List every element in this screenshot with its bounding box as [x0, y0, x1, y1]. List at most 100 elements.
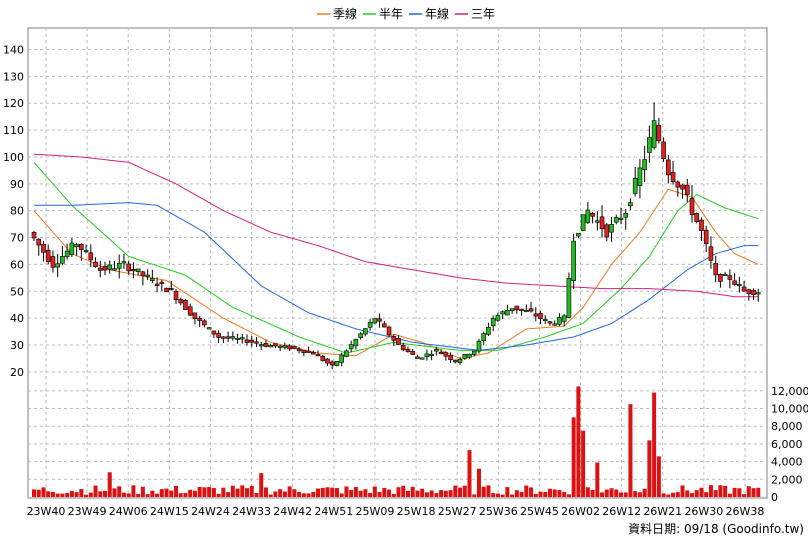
candle-body: [732, 280, 737, 285]
volume-bar: [727, 493, 732, 497]
volume-bar: [372, 486, 377, 497]
candle-body: [310, 352, 316, 355]
volume-bar: [88, 492, 93, 497]
candle-body: [675, 181, 681, 188]
volume-tick-label: 2,000: [771, 473, 803, 486]
volume-bar: [524, 485, 529, 497]
volume-bar: [126, 493, 131, 497]
candle-body: [315, 354, 321, 357]
volume-bar: [481, 486, 486, 497]
volume-bar: [55, 493, 60, 497]
plot-frame: [27, 27, 768, 499]
candle-body: [74, 244, 79, 248]
volume-bar: [188, 489, 193, 497]
volume-bar: [689, 493, 694, 497]
candle-body: [107, 264, 113, 270]
volume-bar: [316, 488, 321, 497]
volume-bar: [353, 487, 358, 497]
volume-bar: [756, 487, 761, 497]
volume-bar: [543, 491, 548, 497]
candle-body: [36, 238, 42, 246]
volume-bar: [713, 490, 718, 497]
volume-bar: [614, 489, 619, 497]
candle-body: [656, 124, 662, 142]
candle-body: [737, 284, 742, 287]
volume-bar: [723, 485, 728, 497]
volume-bar: [547, 488, 552, 497]
legend-label-year: 年線: [425, 6, 449, 21]
volume-bar: [562, 492, 567, 497]
candle-body: [273, 343, 278, 347]
volume-bar: [476, 468, 481, 497]
volume-bar: [98, 491, 103, 497]
candle-body: [64, 250, 70, 257]
x-tick-label: 25W18: [397, 505, 436, 518]
candle-body: [192, 312, 198, 319]
volume-bar: [197, 486, 202, 497]
candle-body: [50, 256, 56, 268]
candle-body: [462, 353, 468, 359]
candle-body: [320, 356, 326, 361]
volume-bar: [226, 492, 231, 497]
legend-label-3year: 三年: [471, 7, 495, 21]
volume-bar: [585, 487, 590, 497]
volume-bar: [358, 490, 363, 497]
candle-body: [254, 341, 259, 344]
volume-bar: [671, 492, 676, 497]
candle-body: [448, 355, 453, 360]
ma-line-季線: [33, 188, 759, 359]
volume-bar: [136, 493, 141, 497]
volume-bar: [164, 488, 169, 497]
candle-body: [344, 350, 349, 357]
volume-bar: [263, 487, 268, 497]
candle-body: [97, 267, 103, 271]
volume-bar: [117, 486, 122, 497]
volume-bar: [533, 493, 538, 497]
candle-body: [718, 274, 723, 282]
candle-body: [637, 167, 643, 186]
candle-body: [547, 321, 553, 324]
ma-line-三年: [33, 153, 759, 298]
x-tick-label: 25W27: [438, 505, 477, 518]
volume-bar: [60, 493, 65, 497]
volume-bar: [339, 493, 344, 497]
volume-bar: [230, 485, 235, 497]
volume-bar: [666, 494, 671, 497]
candle-body: [538, 313, 543, 319]
volume-bar: [656, 456, 661, 497]
volume-bar: [240, 485, 245, 497]
x-tick-label: 25W45: [520, 505, 559, 518]
candle-body: [79, 243, 84, 250]
volume-tick-label: 6,000: [771, 438, 803, 451]
candle-body: [585, 209, 591, 223]
volume-bar: [311, 491, 316, 497]
price-tick-label: 140: [3, 43, 24, 56]
candle-body: [699, 219, 704, 231]
candle-body: [178, 299, 184, 304]
x-tick-label: 24W51: [314, 505, 353, 518]
volume-bar: [268, 494, 273, 497]
ma-line-半年: [33, 161, 759, 354]
volume-bar: [401, 485, 406, 497]
candle-body: [325, 358, 330, 364]
candle-body: [424, 353, 430, 357]
volume-bar: [46, 491, 51, 497]
volume-bar: [249, 485, 254, 497]
candle-body: [230, 336, 236, 339]
volume-bar: [216, 493, 221, 497]
candle-body: [31, 231, 37, 239]
volume-bar: [169, 490, 174, 497]
volume-bar: [306, 493, 311, 497]
candle-body: [500, 311, 505, 315]
candle-body: [154, 283, 160, 287]
volume-bar: [278, 489, 283, 497]
volume-bar: [675, 492, 680, 497]
candle-body: [481, 333, 487, 342]
volume-bar: [448, 490, 453, 497]
candle-body: [576, 232, 581, 237]
volume-bar: [131, 485, 136, 497]
candle-body: [386, 326, 392, 336]
x-tick-label: 24W15: [150, 505, 189, 518]
volume-bar: [538, 491, 543, 497]
